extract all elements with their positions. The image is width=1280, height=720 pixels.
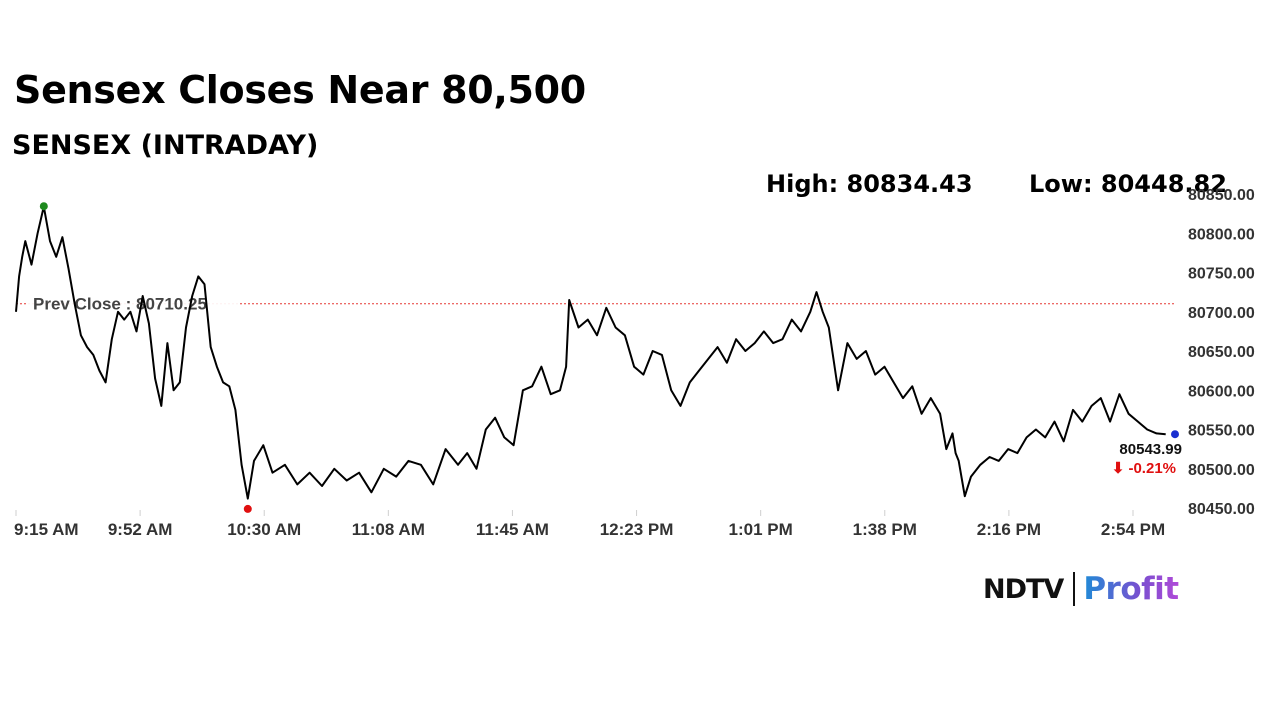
y-tick-label: 80650.00	[1188, 344, 1255, 361]
prev-close-label-bg	[26, 290, 238, 315]
y-tick-label: 80850.00	[1188, 187, 1255, 204]
y-tick-label: 80500.00	[1188, 462, 1255, 479]
x-tick-label: 11:45 AM	[476, 520, 549, 539]
x-tick-label: 9:52 AM	[108, 520, 173, 539]
page-headline: Sensex Closes Near 80,500	[14, 68, 586, 112]
prev-close-label: Prev Close : 80710.25	[33, 295, 207, 314]
y-tick-label: 80750.00	[1188, 266, 1255, 283]
y-tick-label: 80800.00	[1188, 226, 1255, 243]
logo-ndtv-text: NDTV	[983, 573, 1064, 605]
y-tick-label: 80450.00	[1188, 501, 1255, 518]
high-marker	[39, 202, 48, 211]
x-tick-label: 12:23 PM	[600, 520, 674, 539]
high-value: High: 80834.43	[766, 170, 973, 198]
x-tick-label: 11:08 AM	[352, 520, 425, 539]
last-price-marker	[1171, 430, 1179, 439]
low-value: Low: 80448.82	[1029, 170, 1227, 198]
logo-divider	[1073, 572, 1076, 606]
last-price-label: 80543.99	[1119, 441, 1182, 458]
price-series-line	[15, 205, 1166, 500]
low-marker	[243, 504, 252, 513]
chart-subtitle: SENSEX (INTRADAY)	[12, 130, 319, 161]
intraday-line-chart: 80450.00 80500.00 80550.00 80600.00 80650.00…	[14, 187, 1255, 539]
change-percent-label: ⬇ -0.21%	[1112, 460, 1176, 477]
x-tick-label: 9:15 AM	[14, 520, 79, 539]
x-tick-label: 2:16 PM	[977, 520, 1041, 539]
x-tick-label: 1:38 PM	[853, 520, 917, 539]
x-tick-label: 1:01 PM	[729, 520, 793, 539]
x-tick-label: 2:54 PM	[1101, 520, 1165, 539]
x-tick-label: 10:30 AM	[227, 520, 301, 539]
ndtv-profit-logo: NDTV Profit	[983, 569, 1179, 609]
y-tick-label: 80700.00	[1188, 305, 1255, 322]
y-tick-label: 80550.00	[1188, 423, 1255, 440]
logo-profit-text: Profit	[1083, 571, 1179, 607]
y-tick-label: 80600.00	[1188, 383, 1255, 400]
